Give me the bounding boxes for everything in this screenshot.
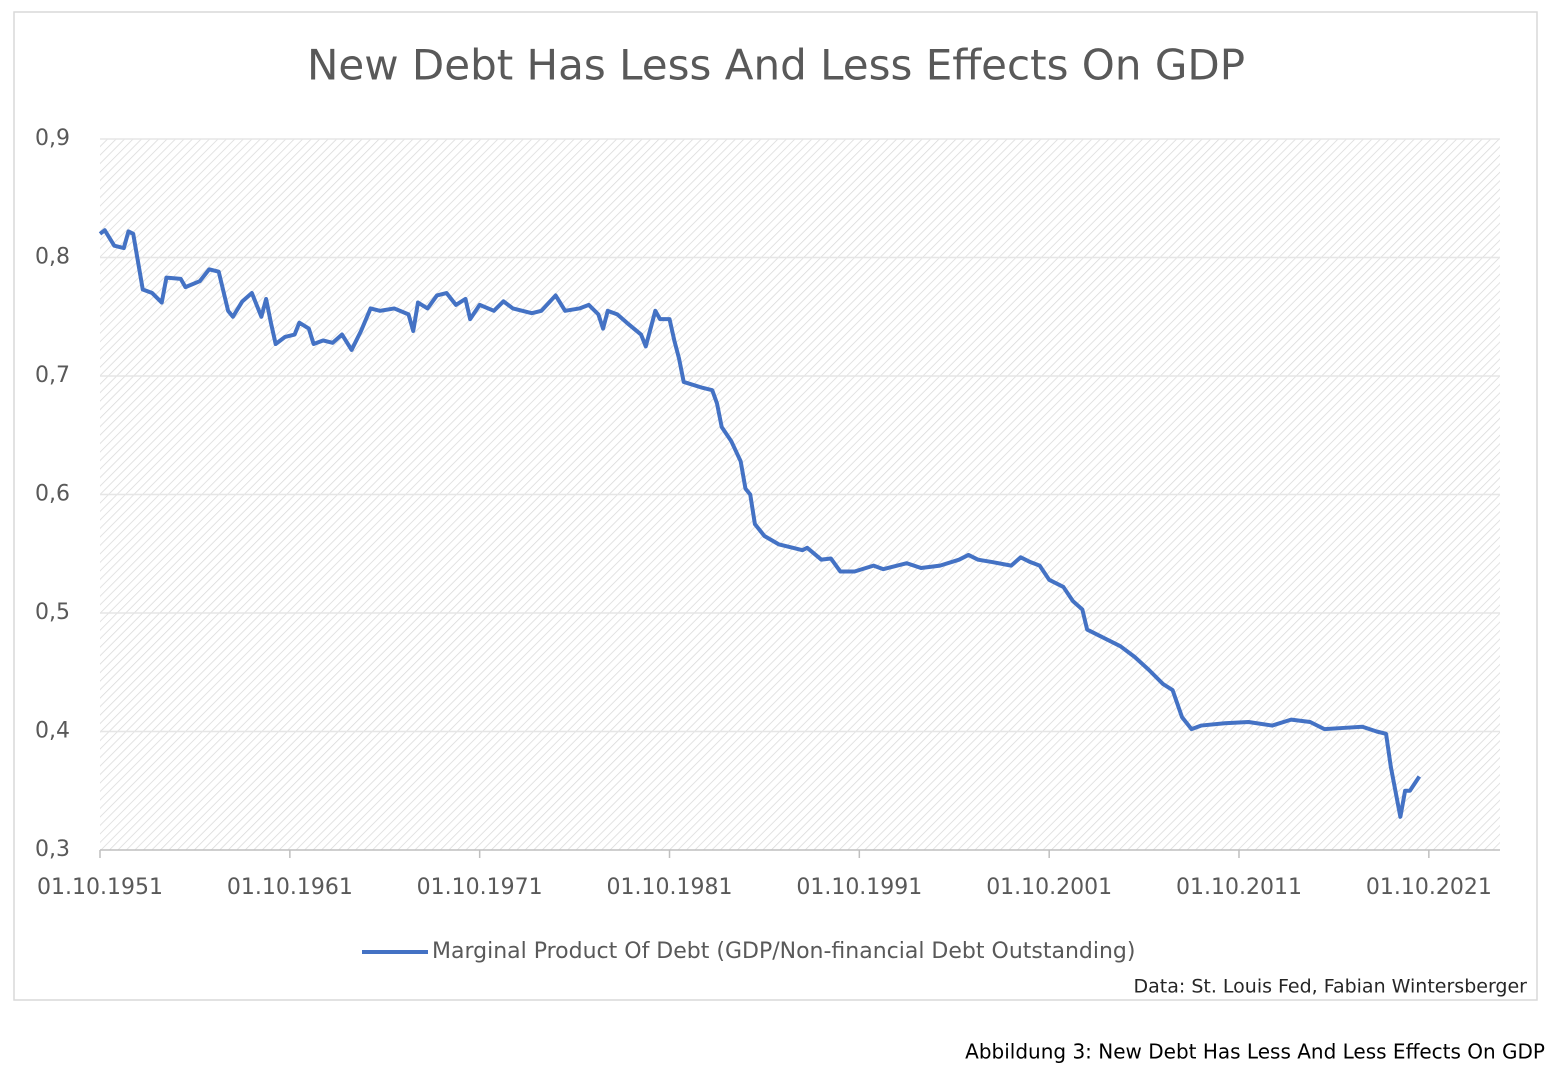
- y-tick-label: 0,8: [35, 245, 70, 270]
- x-tick-label: 01.10.2021: [1366, 875, 1492, 900]
- x-tick-label: 01.10.1951: [37, 875, 163, 900]
- y-tick-label: 0,9: [35, 126, 70, 151]
- x-tick-label: 01.10.1981: [607, 875, 733, 900]
- y-tick-label: 0,6: [35, 482, 70, 507]
- legend: Marginal Product Of Debt (GDP/Non-financ…: [362, 939, 1135, 964]
- caption: Abbildung 3: New Debt Has Less And Less …: [965, 1040, 1545, 1064]
- x-tick-label: 01.10.1991: [796, 875, 922, 900]
- chart-title: New Debt Has Less And Less Effects On GD…: [307, 41, 1245, 90]
- x-tick-label: 01.10.2011: [1176, 875, 1302, 900]
- source-note: Data: St. Louis Fed, Fabian Wintersberge…: [1134, 976, 1528, 998]
- legend-label: Marginal Product Of Debt (GDP/Non-financ…: [432, 939, 1135, 964]
- y-tick-label: 0,4: [35, 719, 70, 744]
- data-line: [98, 228, 1422, 819]
- x-tick-label: 01.10.1961: [227, 875, 353, 900]
- x-tick-label: 01.10.1971: [417, 875, 543, 900]
- y-tick-label: 0,7: [35, 363, 70, 388]
- x-tick-label: 01.10.2001: [986, 875, 1112, 900]
- y-tick-label: 0,3: [35, 837, 70, 862]
- y-tick-label: 0,5: [35, 600, 70, 625]
